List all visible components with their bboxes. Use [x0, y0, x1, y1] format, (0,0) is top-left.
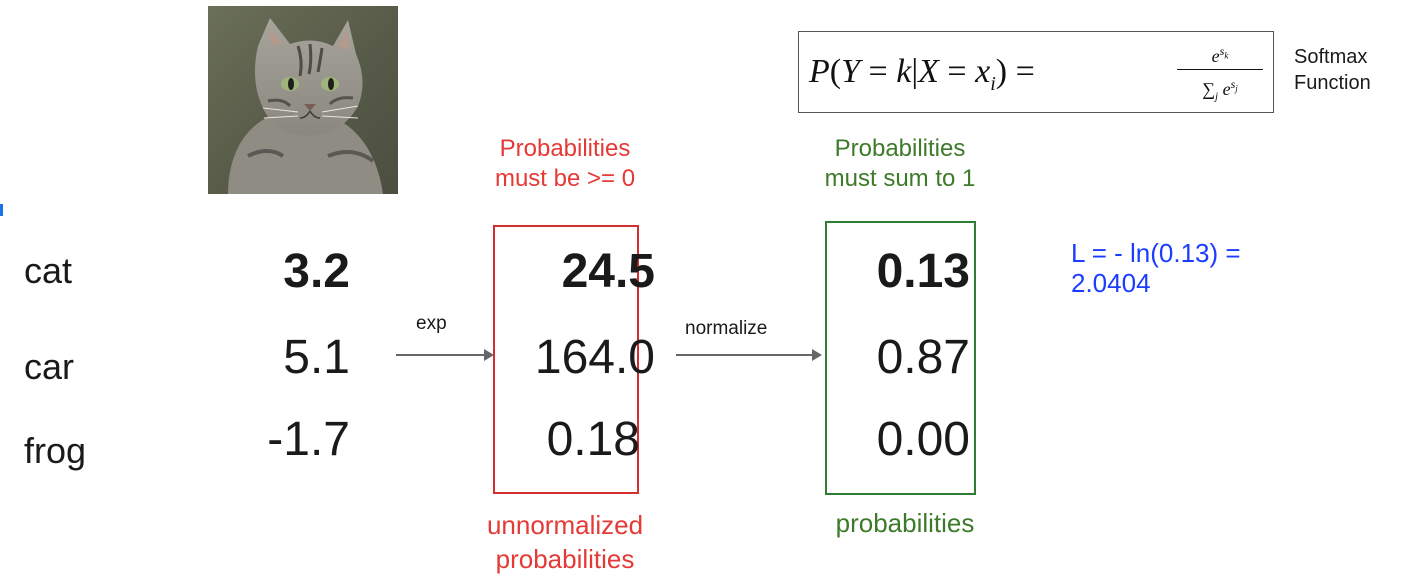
arrow-label-exp: exp [416, 313, 447, 334]
probability-car: 0.87 [876, 331, 970, 384]
probability-frog: 0.00 [876, 413, 970, 466]
score-cat: 3.2 [283, 245, 350, 298]
exp-arrow [396, 349, 494, 361]
probability-cat: 0.13 [876, 245, 970, 298]
caption-probabilities: probabilities [835, 508, 975, 538]
class-label-frog: frog [24, 430, 87, 471]
softmax-function-label: Softmax Function [1294, 46, 1371, 94]
class-label-cat: cat [24, 250, 73, 291]
caption-must-be-nonneg: Probabilities must be >= 0 [494, 135, 636, 192]
unnormalized-car: 164.0 [534, 331, 655, 384]
unnormalized-box [493, 225, 639, 494]
class-label-car: car [24, 346, 75, 387]
score-car: 5.1 [283, 331, 350, 384]
loss-value: L = - ln(0.13) = 2.0404 [1071, 238, 1241, 298]
cat-photo [208, 6, 398, 194]
softmax-formula: P(Y = k|X = xi) = esk ∑j esj [798, 31, 1274, 113]
score-frog: -1.7 [267, 413, 350, 466]
unnormalized-cat: 24.5 [561, 245, 655, 298]
unnormalized-frog: 0.18 [546, 413, 640, 466]
probabilities-box [825, 221, 976, 495]
edge-marker [0, 204, 3, 216]
caption-must-sum-to-one: Probabilities must sum to 1 [824, 135, 976, 192]
caption-unnormalized-probabilities: unnormalized probabilities [486, 510, 644, 574]
arrow-label-normalize: normalize [685, 318, 768, 339]
normalize-arrow [676, 349, 822, 361]
